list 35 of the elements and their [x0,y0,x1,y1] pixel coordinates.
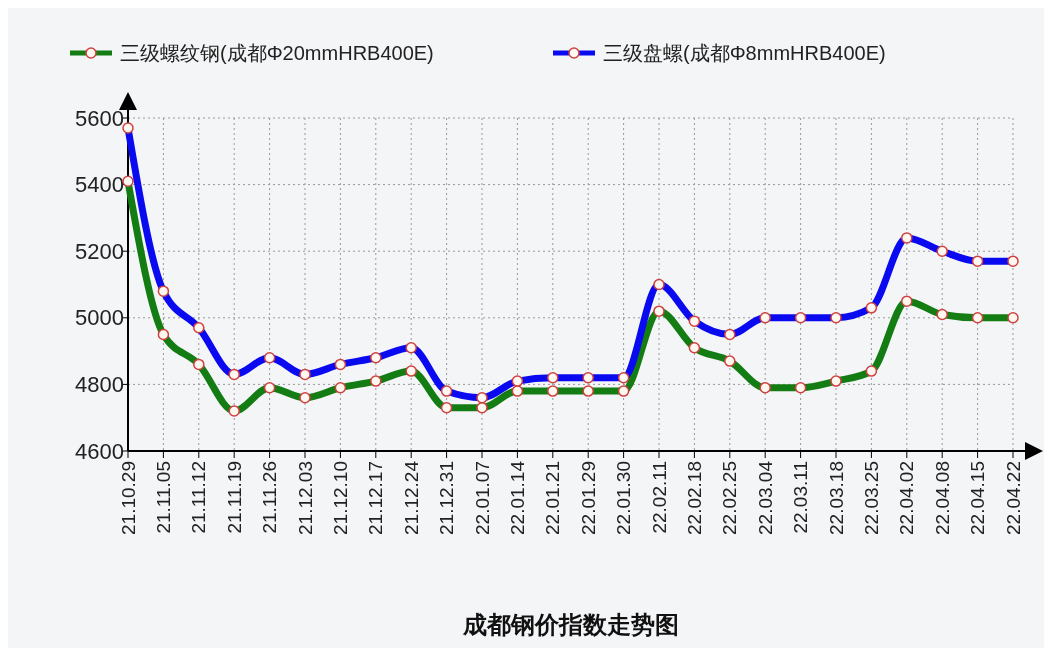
y-tick-label: 5600 [75,105,124,131]
x-tick-label: 22.03.04 [754,460,776,535]
y-tick-label: 4800 [75,371,124,397]
x-tick-label: 22.01.29 [577,461,599,535]
x-tick-label: 22.01.14 [506,460,528,535]
legend-label: 三级盘螺(成都Φ8mmHRB400E) [603,42,886,64]
x-tick-label: 22.02.11 [648,461,670,534]
text: 成都钢价指数走势图 [461,611,679,638]
x-tick-label: 22.01.07 [471,461,493,535]
x-tick-label: 22.04.08 [931,461,953,535]
x-tick-label: 21.11.19 [223,461,245,534]
legend-label: 三级螺纹钢(成都Φ20mmHRB400E) [120,42,434,64]
x-tick-label: 21.11.26 [259,461,281,534]
y-tick-label: 5200 [75,238,124,264]
x-tick-label: 22.01.21 [542,461,564,535]
y-tick-label: 4600 [75,438,124,464]
x-tick-label: 21.12.10 [329,461,351,535]
x-tick-label: 21.12.24 [400,460,422,535]
x-tick-label: 21.10.29 [117,461,139,535]
x-tick-label: 21.11.12 [188,461,210,534]
y-tick-label: 5000 [75,305,124,331]
x-tick-label: 22.04.02 [896,461,918,535]
x-tick-label: 22.04.15 [967,461,989,535]
x-tick-label: 21.12.31 [436,461,458,535]
x-tick-label: 22.02.25 [719,461,741,535]
x-tick-label: 21.12.03 [294,461,316,535]
x-tick-label: 22.03.25 [860,461,882,535]
x-tick-label: 21.11.05 [152,461,174,534]
y-tick-label: 5400 [75,172,124,198]
x-tick-label: 22.01.30 [613,461,635,535]
x-tick-label: 22.03.11 [790,461,812,534]
x-tick-label: 22.04.22 [1002,461,1024,535]
x-tick-label: 22.03.18 [825,461,847,535]
x-tick-label: 22.02.18 [683,461,705,535]
x-tick-label: 21.12.17 [365,461,387,535]
